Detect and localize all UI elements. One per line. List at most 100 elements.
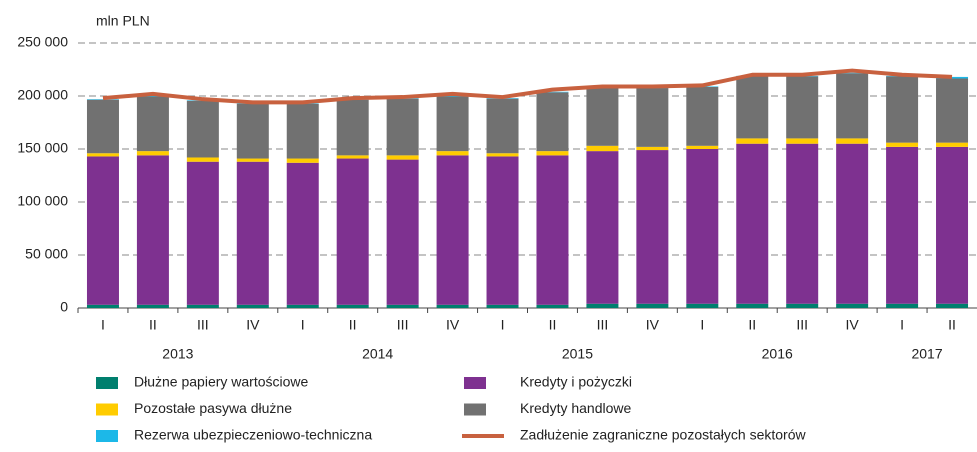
bar-segment	[636, 303, 669, 308]
bar-segment	[886, 76, 919, 143]
bar-segment	[636, 150, 669, 304]
x-tick-label: IV	[446, 317, 460, 333]
bar-segment	[136, 304, 169, 308]
year-label: 2014	[362, 346, 393, 362]
bar-segment	[536, 155, 569, 305]
bar-segment	[86, 153, 119, 157]
x-tick-label: II	[149, 317, 157, 333]
y-tick-label: 150 000	[17, 140, 68, 156]
bar-segment	[536, 92, 569, 152]
bar-segment	[686, 86, 719, 146]
bar-segment	[186, 157, 219, 162]
bar-segment	[486, 156, 519, 305]
bar-segment	[886, 142, 919, 147]
bar-segment	[586, 88, 619, 146]
x-tick-label: II	[948, 317, 956, 333]
bar-segment	[586, 151, 619, 304]
legend-swatch	[464, 377, 486, 389]
x-tick-label: IV	[646, 317, 660, 333]
bar-segment	[186, 304, 219, 308]
bar-segment	[286, 103, 319, 159]
x-tick-label: I	[301, 317, 305, 333]
bar-segment	[136, 96, 169, 97]
year-label: 2016	[762, 346, 793, 362]
bar-segment	[836, 303, 869, 308]
bar-segment	[836, 73, 869, 139]
bar-segment	[536, 304, 569, 308]
bar-segment	[786, 76, 819, 139]
bar-segment	[936, 78, 969, 143]
bar-segment	[686, 303, 719, 308]
bar-segment	[686, 149, 719, 304]
bar-segment	[636, 146, 669, 151]
total-line	[102, 68, 953, 105]
bar-segment	[86, 156, 119, 305]
bar-segment	[936, 146, 969, 304]
x-tick-label: II	[549, 317, 557, 333]
bar-segment	[886, 303, 919, 308]
x-tick-label: III	[197, 317, 209, 333]
x-tick-label: I	[700, 317, 704, 333]
x-tick-label: IV	[846, 317, 860, 333]
legend-label: Kredyty i pożyczki	[520, 374, 632, 390]
legend-swatch	[464, 403, 486, 416]
bar-segment	[836, 72, 869, 74]
bar-segment	[386, 98, 419, 156]
x-tick-label: III	[796, 317, 808, 333]
bar-segment	[236, 304, 269, 308]
bar-segment	[586, 303, 619, 308]
bar-segment	[536, 91, 569, 93]
x-tick-label: I	[501, 317, 505, 333]
x-tick-label: I	[900, 317, 904, 333]
y-tick-label: 200 000	[17, 87, 68, 103]
bar-segment	[236, 103, 269, 159]
bar-segment	[786, 138, 819, 144]
bar-segment	[636, 88, 669, 147]
y-tick-label: 0	[60, 299, 68, 315]
bar-segment	[186, 161, 219, 305]
bar-segment	[286, 158, 319, 163]
bar-segment	[136, 96, 169, 152]
bar-segment	[286, 304, 319, 308]
year-label: 2017	[911, 346, 942, 362]
bar-segment	[186, 100, 219, 158]
bar-segment	[736, 76, 769, 139]
bar-segment	[86, 99, 119, 154]
bar-segment	[736, 303, 769, 308]
bar-segment	[486, 153, 519, 157]
bar-segment	[436, 96, 469, 152]
bar-segment	[736, 143, 769, 304]
x-tick-label: IV	[246, 317, 260, 333]
bar-segment	[86, 99, 119, 100]
y-tick-label: 50 000	[25, 246, 68, 262]
bar-segment	[336, 99, 369, 156]
bar-segment	[686, 145, 719, 149]
bar-segment	[386, 155, 419, 160]
x-tick-label: I	[101, 317, 105, 333]
bar-segment	[136, 155, 169, 305]
bar-segment	[586, 145, 619, 152]
bar-segment	[736, 138, 769, 144]
legend-swatch	[96, 377, 118, 389]
bar-segment	[486, 304, 519, 308]
year-label: 2013	[162, 346, 193, 362]
bar-segment	[536, 151, 569, 156]
bar-segment	[786, 143, 819, 304]
bar-segment	[86, 304, 119, 308]
x-tick-label: III	[597, 317, 609, 333]
legend-label: Zadłużenie zagraniczne pozostałych sekto…	[520, 427, 806, 443]
bar-segment	[336, 155, 369, 159]
y-axis-label: mln PLN	[96, 13, 150, 29]
x-tick-label: III	[397, 317, 409, 333]
bar-segment	[436, 155, 469, 305]
bar-segment	[486, 98, 519, 154]
bar-segment	[436, 96, 469, 97]
legend-label: Kredyty handlowe	[520, 400, 632, 416]
bar-segment	[236, 158, 269, 162]
bar-segment	[136, 151, 169, 156]
bar-segment	[286, 162, 319, 305]
bar-segment	[336, 304, 369, 308]
x-tick-label: II	[349, 317, 357, 333]
legend-label: Rezerwa ubezpieczeniowo-techniczna	[134, 427, 372, 443]
